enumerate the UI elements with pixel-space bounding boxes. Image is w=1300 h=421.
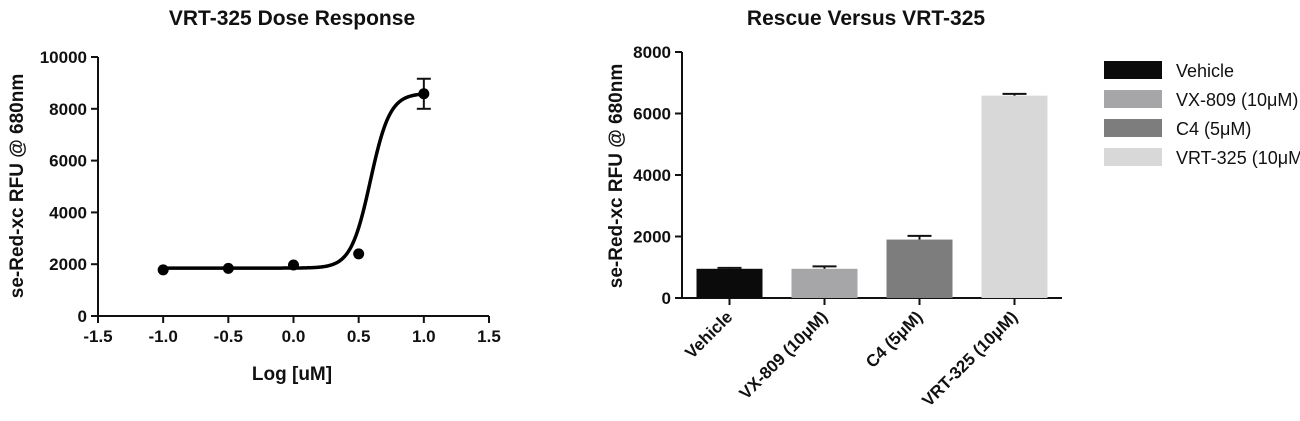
data-point [157,264,169,276]
fit-curve [163,92,424,270]
x-tick-label: Vehicle [681,307,736,362]
chart-title: VRT-325 Dose Response [169,7,415,30]
legend-label: C4 (5μM) [1176,119,1251,139]
ticks: 0 2000 4000 6000 8000 10000 -1.5 -1.0 -0.5 0.0 0.5… [40,48,501,346]
data-point [418,88,430,100]
y-tick-label: 4000 [49,203,87,222]
y-tick-label: 4000 [633,166,671,185]
x-tick-label: 1.0 [412,327,436,346]
legend-swatch [1104,90,1162,108]
y-axis-label: se-Red-xc RFU @ 680nm [606,64,627,288]
x-tick-label: VX-809 (10μM) [736,307,832,403]
x-tick-label: 0.0 [282,327,306,346]
bar [886,239,953,298]
data-layer [157,77,431,276]
x-tick-label: -1.0 [149,327,178,346]
y-tick-label: 2000 [633,228,671,247]
x-tick-label: -0.5 [214,327,243,346]
ticks: 0 2000 4000 6000 8000 Vehicle VX-809 (10μM) C4 … [633,43,1021,410]
legend-swatch [1104,148,1162,166]
y-tick-label: 10000 [40,48,87,67]
x-tick-label: 0.5 [347,327,371,346]
y-axis-label: se-Red-xc RFU @ 680nm [7,74,28,298]
x-tick-label: VRT-325 (10μM) [918,307,1021,410]
x-tick-label: C4 (5μM) [862,307,926,371]
data-point [353,248,365,260]
legend-label: Vehicle [1176,61,1234,81]
data-point [288,259,299,271]
x-tick-label: -1.5 [83,327,112,346]
data-point [222,262,234,274]
y-tick-label: 2000 [49,255,87,274]
bar [696,268,763,298]
y-tick-label: 0 [662,289,671,308]
axes [97,57,489,317]
rescue-bar-chart: Rescue Versus VRT-325 se-Red-xc RFU @ 68… [606,7,1300,410]
legend-swatch [1104,61,1162,79]
chart-title: Rescue Versus VRT-325 [747,7,985,30]
y-tick-label: 6000 [49,152,87,171]
data-layer [696,92,1048,298]
y-tick-label: 8000 [49,100,87,119]
y-tick-label: 6000 [633,105,671,124]
legend: Vehicle VX-809 (10μM) C4 (5μM) VRT-325 (10μ… [1104,61,1300,168]
legend-label: VRT-325 (10μM) [1176,148,1300,168]
x-axis-label: Log [uM] [252,364,332,385]
bar [981,95,1048,298]
legend-label: VX-809 (10μM) [1176,90,1298,110]
legend-swatch [1104,119,1162,137]
bar [791,268,858,298]
y-tick-label: 8000 [633,43,671,62]
dose-response-chart: VRT-325 Dose Response se-Red-xc RFU @ 68… [7,7,501,385]
y-tick-label: 0 [78,307,87,326]
x-tick-label: 1.5 [477,327,501,346]
